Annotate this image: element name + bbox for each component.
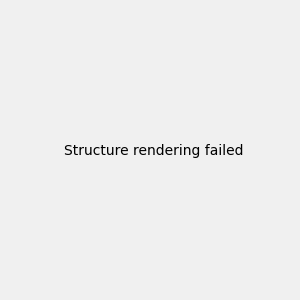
Text: Structure rendering failed: Structure rendering failed	[64, 145, 244, 158]
